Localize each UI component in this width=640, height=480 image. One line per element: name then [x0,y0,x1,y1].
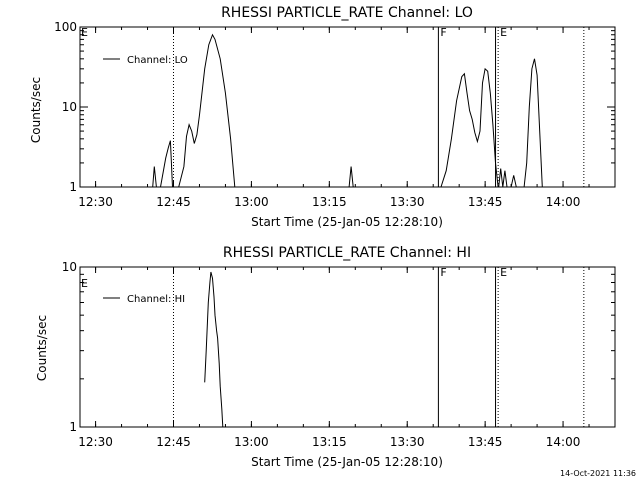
lo-x-tick-label: 12:30 [78,195,113,209]
hi-tick-labels: 12:30 12:45 13:00 13:15 13:30 13:45 14:00 1 10 [62,260,616,449]
hi-plot-frame [79,266,616,428]
lo-series-line [523,58,543,188]
lo-x-tick-label: 13:30 [390,195,425,209]
lo-y-tick-label: 100 [54,20,77,34]
lo-series-line [510,175,517,188]
lo-x-tick-label: 13:45 [468,195,503,209]
lo-chart-title: RHESSI PARTICLE_RATE Channel: LO [221,5,473,21]
lo-x-axis-label: Start Time (25-Jan-05 12:28:10) [251,215,443,229]
lo-series-line [348,166,354,188]
lo-x-tick-label: 14:00 [546,195,581,209]
lo-legend-label: Channel: LO [127,55,188,66]
hi-data-series [204,271,224,428]
lo-time-marker-label: F [440,26,446,39]
hi-x-tick-label: 14:00 [546,435,581,449]
hi-channel-panel: RHESSI PARTICLE_RATE Channel: HI 12:30 12… [35,245,616,469]
lo-channel-panel: RHESSI PARTICLE_RATE Channel: LO 12:30 12… [29,5,616,229]
hi-series-line [204,271,224,428]
hi-x-tick-label: 13:45 [468,435,503,449]
hi-time-marker-label: F [440,266,446,279]
hi-x-tick-label: 13:15 [312,435,347,449]
hi-y-tick-label: 10 [62,260,77,274]
hi-legend-label: Channel: HI [127,294,185,305]
lo-x-tick-label: 13:15 [312,195,347,209]
hi-x-tick-label: 12:45 [156,435,191,449]
hi-x-tick-label: 13:00 [234,435,269,449]
hi-x-tick-label: 13:30 [390,435,425,449]
hi-chart-title: RHESSI PARTICLE_RATE Channel: HI [223,245,471,261]
lo-x-tick-label: 13:00 [234,195,269,209]
hi-y-axis-label: Counts/sec [35,315,49,381]
lo-series-line [152,166,157,188]
hi-x-axis-label: Start Time (25-Jan-05 12:28:10) [251,455,443,469]
lo-x-tick-label: 12:45 [156,195,191,209]
hi-x-tick-label: 12:30 [78,435,113,449]
hi-corner-label: E [81,277,88,290]
lo-y-tick-label: 10 [62,100,77,114]
lo-series-line [160,140,173,188]
lo-y-axis-label: Counts/sec [29,77,43,143]
lo-series-line [178,33,236,188]
lo-series-line [440,67,499,188]
lo-corner-label: E [81,26,88,39]
lo-plot-frame [79,26,616,188]
lo-time-marker-label: E [500,26,507,39]
lo-y-tick-label: 1 [69,180,77,194]
hi-time-marker-label: E [500,266,507,279]
footer-timestamp: 14-Oct-2021 11:36 [560,469,636,478]
hi-y-tick-label: 1 [69,420,77,434]
lo-tick-labels: 12:30 12:45 13:00 13:15 13:30 13:45 14:00 1 10 10… [54,20,616,209]
